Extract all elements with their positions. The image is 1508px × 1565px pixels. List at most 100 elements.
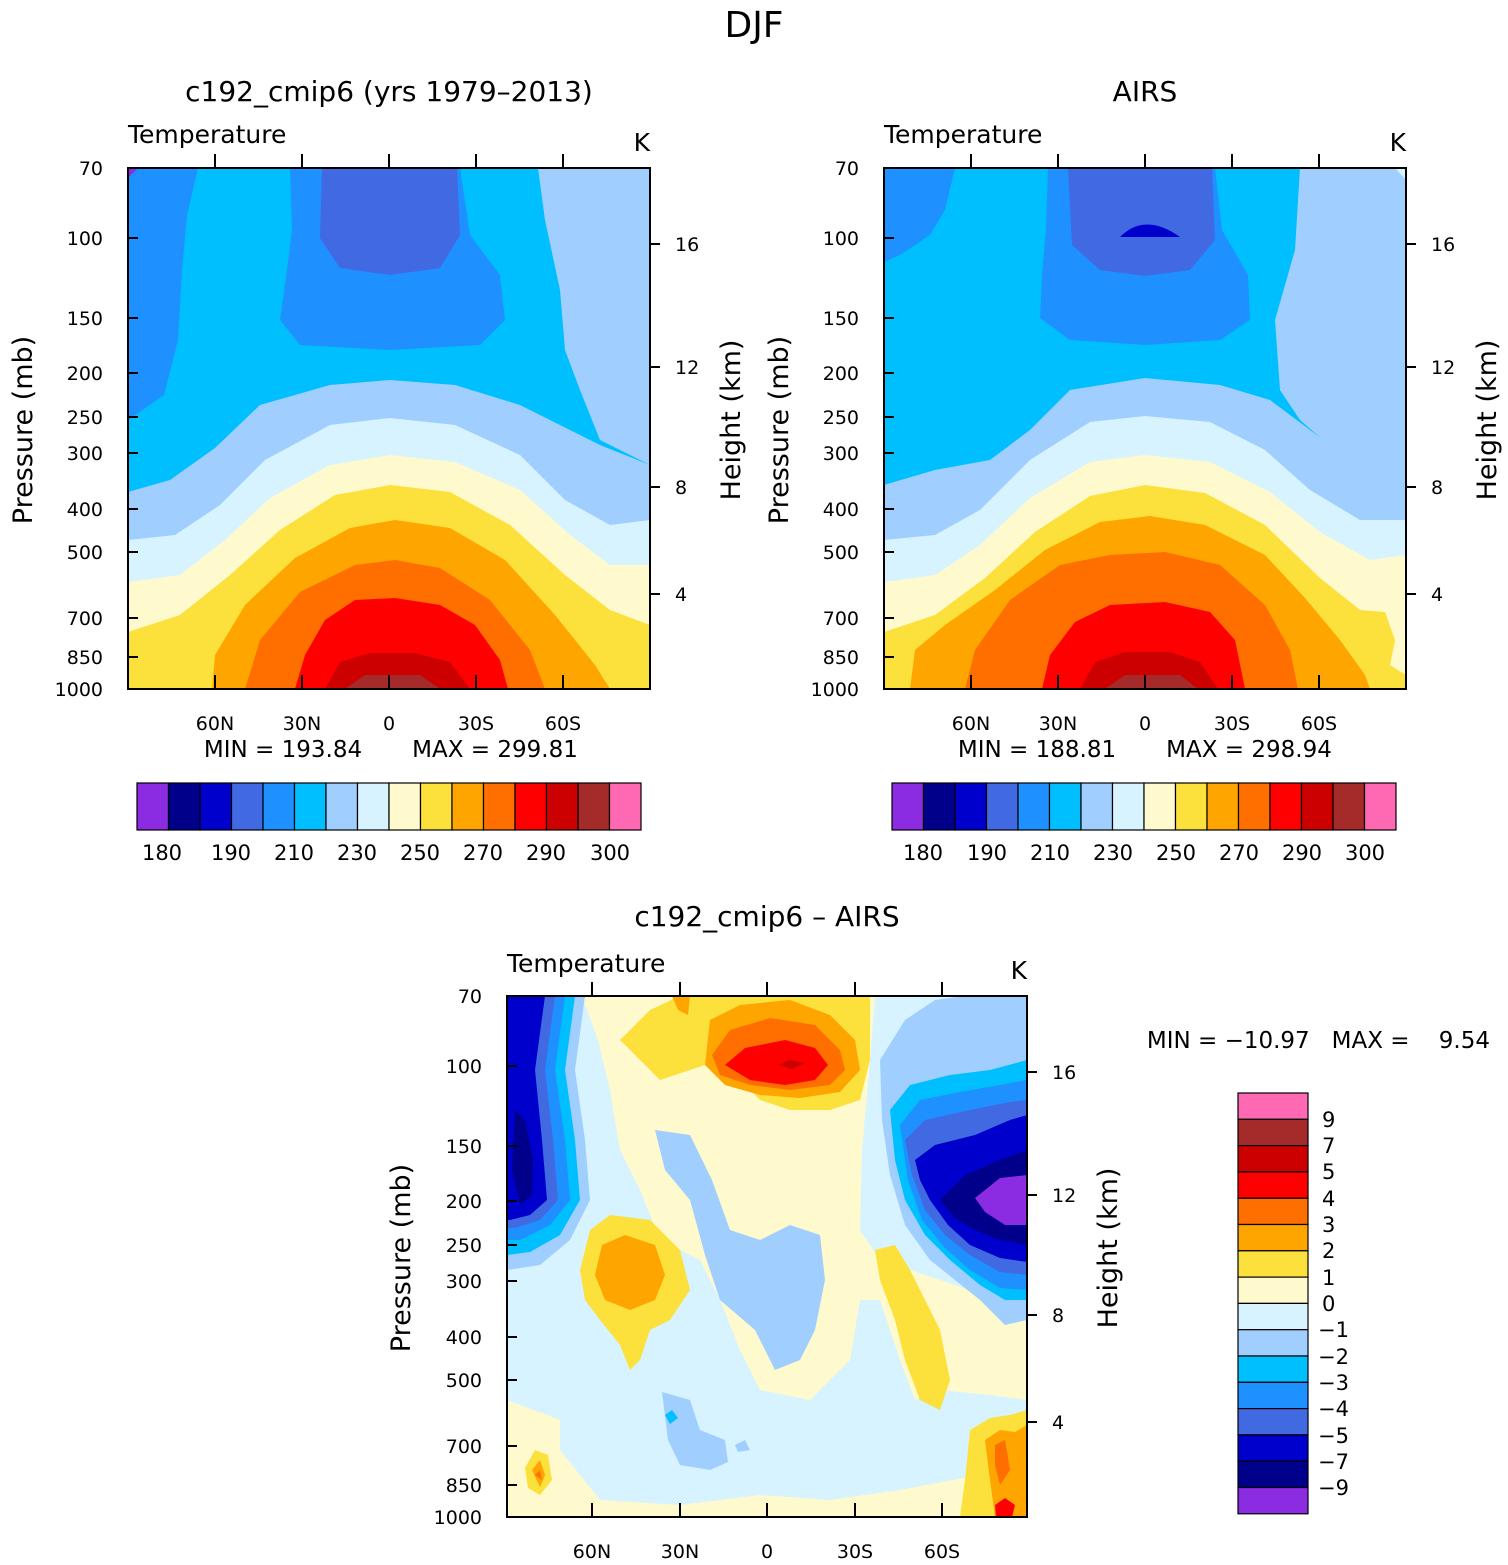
cb-label: 0 [1322,1292,1335,1316]
ytick-right-label: 16 [675,234,699,256]
ytick-right-label: 4 [1052,1412,1064,1434]
band-neg-mid [655,1130,825,1370]
cb-swatch [1237,1250,1309,1278]
y-axis-label: Pressure (mb) [764,336,795,524]
cb-swatch [1300,782,1334,831]
ytick-label: 100 [446,1056,482,1078]
x-axis: 60N 30N 0 30S 60S [952,154,1337,735]
y-axis-right-label: Height (km) [716,340,747,501]
cb-swatch [1206,782,1240,831]
ytick-label: 100 [823,228,859,250]
band-pos-midleft-2 [595,1235,665,1310]
cb-swatch [1080,782,1114,831]
band-left-light [507,1400,560,1470]
cb-swatch [293,782,327,831]
panel-difference: c192_cmip6 – AIRS Temperature K [386,900,1490,1563]
ytick-label: 150 [67,308,103,330]
cb-swatch [1332,782,1366,831]
ytick-right-label: 8 [1431,477,1443,499]
cb-label: −3 [1318,1371,1349,1395]
xtick-label: 60S [924,1541,960,1563]
variable-label: Temperature [127,120,286,149]
contour-field [884,168,1406,689]
cb-label: −7 [1318,1450,1349,1474]
cb-label: 230 [1093,841,1133,865]
ytick-label: 200 [446,1191,482,1213]
ytick-label: 400 [823,499,859,521]
cb-swatch [1237,1329,1309,1357]
cb-label: 190 [967,841,1007,865]
cb-swatch [577,782,611,831]
cb-swatch [136,782,170,831]
cb-swatch [388,782,422,831]
cb-swatch [1237,1486,1309,1515]
cb-label: 2 [1322,1239,1335,1263]
ytick-right-label: 12 [675,357,699,379]
cb-label: 5 [1322,1160,1335,1184]
ytick-right-label: 16 [1431,234,1455,256]
cb-swatch [1237,1381,1309,1410]
y-axis-right-label: Height (km) [1093,1168,1124,1329]
figure-title: DJF [724,5,783,46]
contour-field [128,168,650,689]
cb-swatch [199,782,233,831]
band-pos-upper-orange [672,996,690,1015]
y-axis-label: Pressure (mb) [8,336,39,524]
xtick-label: 30N [283,713,321,735]
cb-swatch [419,782,453,831]
cb-swatch [1363,782,1397,831]
ytick-right-label: 12 [1431,357,1455,379]
contour-field [507,996,1027,1517]
band-neg-right-min [975,1175,1027,1225]
ytick-label: 100 [67,228,103,250]
ytick-right-label: 4 [1431,584,1443,606]
colorbar: 180 190 210 230 250 270 290 300 [891,782,1397,865]
cb-swatch [1269,782,1303,831]
cb-swatch [1237,1355,1309,1383]
max-label: MAX = 298.94 [1166,737,1332,763]
units-label: K [1011,956,1028,985]
max-label: MAX = 299.81 [412,737,578,763]
xtick-label: 60N [196,713,234,735]
ytick-label: 500 [67,542,103,564]
cb-swatch [356,782,390,831]
xtick-label: 0 [1139,713,1151,735]
xtick-label: 30S [1214,713,1250,735]
cb-swatch [1143,782,1177,831]
band-pos-upper-5 [778,1060,805,1069]
min-label: MIN = 193.84 [204,737,362,763]
x-axis: 60N 30N 0 30S 60S [573,982,960,1563]
cb-label: 250 [400,841,440,865]
cb-swatch [1237,1171,1309,1199]
xtick-label: 60N [952,713,990,735]
band-purple-corner [128,168,138,178]
ytick-label: 300 [67,443,103,465]
band-pos-br-4 [995,1498,1015,1517]
ytick-label: 1000 [811,679,859,701]
cb-label: 9 [1322,1108,1335,1132]
cb-swatch [545,782,579,831]
xtick-label: 60S [545,713,581,735]
cb-swatch [482,782,516,831]
band-corner-right [1395,168,1406,180]
ytick-label: 850 [823,647,859,669]
y-axis-left: 70 100 150 200 250 300 400 500 700 850 1… [764,158,894,701]
ytick-label: 200 [823,363,859,385]
min-label: MIN = 188.81 [958,737,1116,763]
cb-swatch [167,782,201,831]
ytick-label: 500 [446,1370,482,1392]
band-upper-right [1275,168,1406,520]
xtick-label: 60S [1301,713,1337,735]
y-axis-left: 70 100 150 200 250 300 400 500 700 850 1… [8,158,138,701]
ytick-label: 1000 [434,1507,482,1529]
xtick-label: 60N [573,1541,611,1563]
cb-swatch [954,782,988,831]
cb-label: 210 [1030,841,1070,865]
band-pos-right [875,1245,950,1410]
cb-label: −2 [1318,1345,1349,1369]
band-upper-left-blue [884,168,955,262]
cb-swatch [1237,1407,1309,1436]
ytick-right-label: 16 [1052,1062,1076,1084]
cb-label: 300 [1345,841,1385,865]
ytick-right-label: 8 [1052,1305,1064,1327]
